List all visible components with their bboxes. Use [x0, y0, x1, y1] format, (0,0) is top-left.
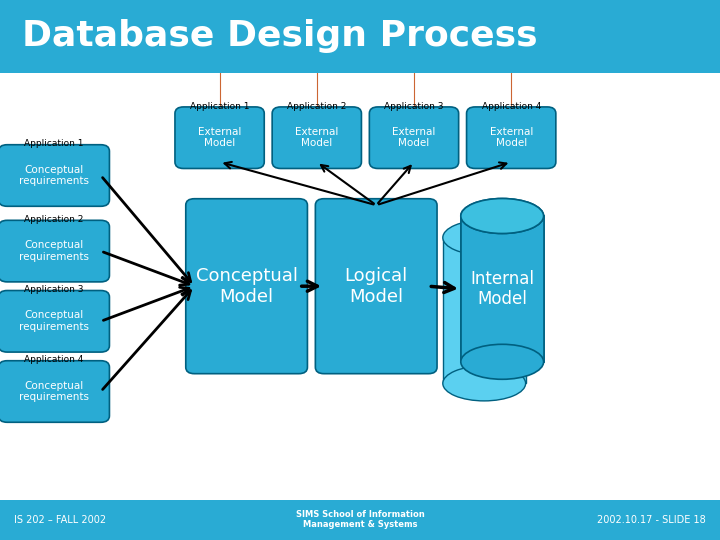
FancyBboxPatch shape — [461, 216, 544, 362]
Ellipse shape — [443, 366, 526, 401]
FancyBboxPatch shape — [0, 291, 109, 352]
Text: IS 202 – FALL 2002: IS 202 – FALL 2002 — [14, 515, 107, 525]
Ellipse shape — [461, 345, 544, 379]
Text: Application 4: Application 4 — [24, 355, 84, 364]
Text: External
Model: External Model — [392, 127, 436, 148]
Text: Application 2: Application 2 — [287, 102, 346, 111]
Text: Conceptual
requirements: Conceptual requirements — [19, 165, 89, 186]
FancyBboxPatch shape — [272, 107, 361, 168]
Text: Conceptual
Model: Conceptual Model — [196, 267, 297, 306]
FancyBboxPatch shape — [467, 107, 556, 168]
Ellipse shape — [461, 199, 544, 233]
Text: External
Model: External Model — [295, 127, 338, 148]
Text: Application 1: Application 1 — [190, 102, 249, 111]
FancyBboxPatch shape — [315, 199, 437, 374]
Text: Conceptual
requirements: Conceptual requirements — [19, 381, 89, 402]
Text: External
Model: External Model — [490, 127, 533, 148]
FancyBboxPatch shape — [0, 0, 720, 73]
FancyBboxPatch shape — [0, 500, 720, 540]
Text: Application 3: Application 3 — [24, 285, 84, 294]
Ellipse shape — [461, 199, 544, 233]
Text: Application 1: Application 1 — [24, 139, 84, 148]
FancyBboxPatch shape — [443, 238, 526, 383]
FancyBboxPatch shape — [175, 107, 264, 168]
Text: Application 4: Application 4 — [482, 102, 541, 111]
FancyBboxPatch shape — [461, 216, 544, 362]
Text: Logical
Model: Logical Model — [345, 267, 408, 306]
Text: SIMS School of Information
Management & Systems: SIMS School of Information Management & … — [296, 510, 424, 529]
Text: Conceptual
requirements: Conceptual requirements — [19, 310, 89, 332]
Ellipse shape — [443, 220, 526, 255]
Text: Conceptual
requirements: Conceptual requirements — [19, 240, 89, 262]
Text: Application 2: Application 2 — [24, 215, 84, 224]
Text: Database Design Process: Database Design Process — [22, 19, 537, 53]
FancyBboxPatch shape — [0, 361, 109, 422]
FancyBboxPatch shape — [369, 107, 459, 168]
Text: External
Model: External Model — [198, 127, 241, 148]
FancyBboxPatch shape — [0, 220, 109, 282]
Text: 2002.10.17 - SLIDE 18: 2002.10.17 - SLIDE 18 — [597, 515, 706, 525]
FancyBboxPatch shape — [186, 199, 307, 374]
Text: Application 3: Application 3 — [384, 102, 444, 111]
Text: Internal
Model: Internal Model — [470, 269, 534, 308]
FancyBboxPatch shape — [0, 145, 109, 206]
